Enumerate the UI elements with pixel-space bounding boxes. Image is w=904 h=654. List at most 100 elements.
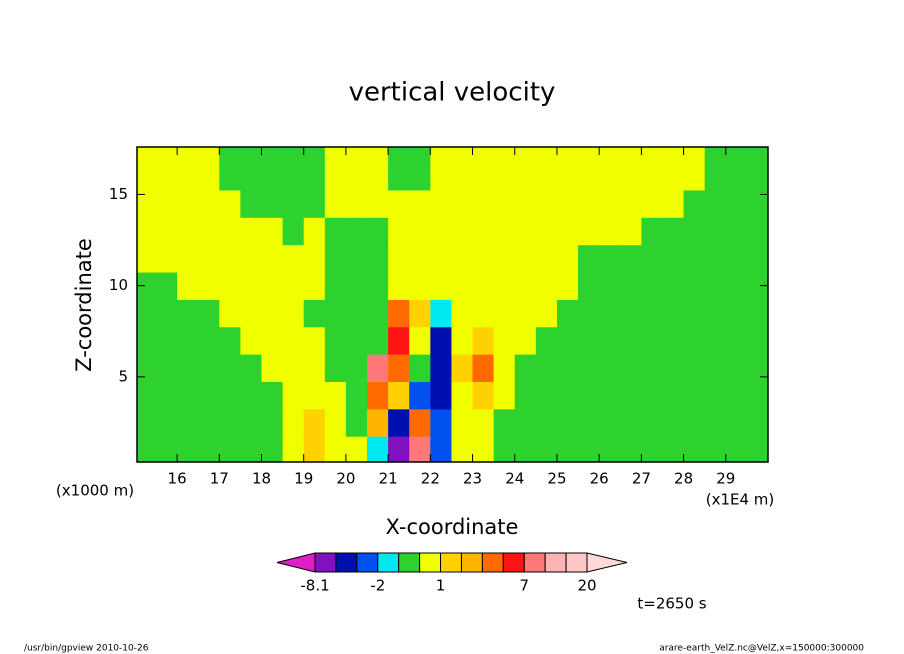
contour-cell [620,147,642,164]
contour-cell [662,408,685,437]
contour-cell [198,436,220,462]
contour-cell [620,271,642,300]
contour-cell [578,408,600,437]
contour-cell [240,217,263,246]
contour-cell [514,271,537,300]
contour-cell [345,436,368,462]
contour-cell [240,271,263,300]
contour-cell [641,217,664,246]
contour-cell [261,326,284,355]
contour-cell [725,381,748,410]
contour-cell [177,162,199,191]
x-unit: (x1E4 m) [706,491,775,509]
contour-cell [388,299,410,328]
contour-cell [662,381,685,410]
contour-cell [324,326,347,355]
contour-cell [599,299,621,328]
colorbar-box [356,552,379,573]
contour-cell [303,408,326,437]
contour-cell [451,271,474,300]
contour-cell [261,244,284,273]
contour-cell [704,381,727,410]
contour-cell [367,326,389,355]
contour-cell [704,408,727,437]
contour-cell [451,217,474,246]
contour-cell [620,217,642,246]
contour-cell [345,381,368,410]
contour-cell [472,217,495,246]
contour-cell [240,189,263,218]
contour-cell [155,326,178,355]
contour-cell [514,408,537,437]
contour-cell [578,189,600,218]
contour-cell [219,162,242,191]
contour-cell [177,408,199,437]
contour-cell [324,147,347,164]
colorbar-box [502,552,525,573]
contour-cell [261,147,284,164]
contour-cell [261,381,284,410]
contour-cell [240,381,263,410]
contour-cell [451,162,474,191]
contour-cell [324,189,347,218]
colorbar-box [398,552,421,573]
contour-cell [556,408,579,437]
contour-cell [367,354,389,382]
plot-frame [136,146,769,463]
contour-cell [472,299,495,328]
contour-cell [746,354,768,382]
contour-cell [430,354,453,382]
contour-cell [725,326,748,355]
contour-cell [409,189,431,218]
contour-cell [137,326,157,355]
footer-left: /usr/bin/gpview 2010-10-26 [24,644,149,654]
contour-cell [155,354,178,382]
contour-cell [683,244,706,273]
contour-cell [345,408,368,437]
contour-cell [137,299,157,328]
contour-cell [472,436,495,462]
contour-cell [599,326,621,355]
contour-cell [683,408,706,437]
contour-cell [303,354,326,382]
contour-cell [704,271,727,300]
contour-cell [556,217,579,246]
contour-cell [282,408,305,437]
contour-cell [746,381,768,410]
x-axis-label: X-coordinate [386,515,519,539]
contour-cell [535,162,558,191]
contour-cell [746,408,768,437]
contour-cell [430,326,453,355]
contour-cell [409,271,431,300]
contour-cell [556,244,579,273]
contour-cell [556,354,579,382]
contour-cell [599,354,621,382]
contour-cell [493,271,516,300]
contour-cell [198,271,220,300]
contour-cell [409,408,431,437]
contour-cell [514,147,537,164]
x-tick-label: 17 [210,470,229,488]
contour-cell [599,162,621,191]
contour-cell [578,244,600,273]
contour-cell [535,299,558,328]
contour-cell [451,381,474,410]
contour-cell [303,381,326,410]
contour-cell [683,326,706,355]
contour-cell [683,162,706,191]
contour-cell [556,436,579,462]
contour-cell [746,326,768,355]
contour-cell [620,244,642,273]
contour-cell [556,147,579,164]
contour-cell [409,217,431,246]
contour-cell [641,147,664,164]
contour-cell [704,326,727,355]
contour-cell [662,217,685,246]
contour-cell [409,147,431,164]
contour-cell [388,217,410,246]
contour-cell [641,381,664,410]
contour-cell [303,189,326,218]
contour-cell [177,244,199,273]
contour-cell [472,326,495,355]
